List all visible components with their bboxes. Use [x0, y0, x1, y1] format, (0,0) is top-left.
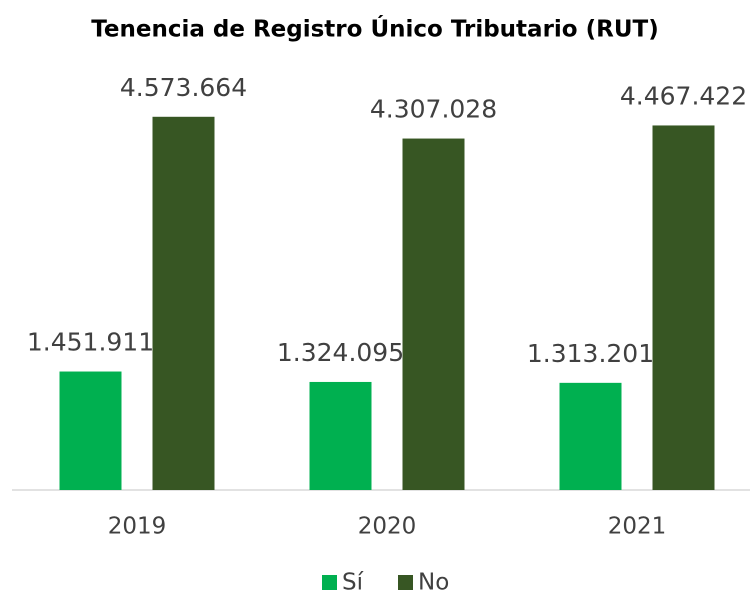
- bar: [309, 381, 372, 490]
- value-label: 4.467.422: [620, 81, 747, 110]
- value-label: 4.307.028: [370, 95, 497, 124]
- value-label: 1.313.201: [527, 339, 654, 368]
- bar: [152, 116, 215, 491]
- value-label: 1.451.911: [27, 328, 154, 357]
- value-label: 4.573.664: [120, 73, 247, 102]
- value-label: 1.324.095: [277, 338, 404, 367]
- legend-swatch: [322, 575, 337, 590]
- legend-swatch: [398, 575, 413, 590]
- chart-title: Tenencia de Registro Único Tributario (R…: [91, 15, 658, 43]
- x-tick-label: 2019: [108, 514, 167, 540]
- bar: [559, 382, 622, 490]
- legend-label: Sí: [342, 570, 364, 595]
- bar: [652, 125, 715, 490]
- x-tick-label: 2020: [358, 514, 417, 540]
- bar: [402, 138, 465, 490]
- legend-label: No: [418, 570, 449, 595]
- x-tick-label: 2021: [608, 514, 667, 540]
- bar: [59, 371, 122, 490]
